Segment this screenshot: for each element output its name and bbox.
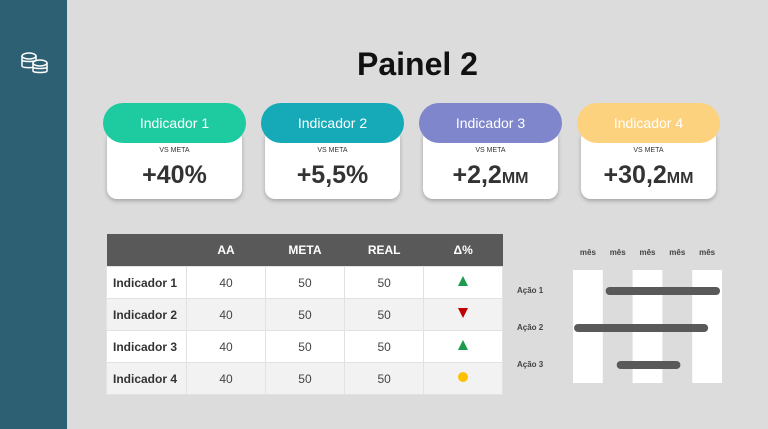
row-name: Indicador 2 [105, 298, 188, 331]
header-cell: Δ% [423, 234, 503, 267]
value: +2,2 [452, 161, 502, 189]
indicator-table: AA META REAL Δ% Indicador 1 40 50 50 Indicador 2… [105, 234, 503, 395]
status-icon [423, 298, 503, 331]
cell: 40 [186, 330, 266, 363]
status-icon [458, 276, 469, 286]
action-label: Ação 2 [517, 323, 544, 332]
card-value: +40% [103, 161, 246, 190]
kpi-card: Indicador 3 VS META +2,2MM [419, 103, 562, 199]
row-name: Indicador 1 [105, 266, 188, 299]
card-header: Indicador 2 [261, 103, 404, 143]
cell: 40 [186, 298, 266, 331]
row-name: Indicador 4 [105, 362, 188, 395]
row: Indicador 1 40 50 50 [105, 266, 503, 299]
kpi-card: Indicador 2 VS META +5,5% [261, 103, 404, 199]
unit: MM [666, 170, 694, 187]
title: Painel 2 [357, 46, 478, 82]
kpi-card: Indicador 4 VS META +30,2MM [577, 103, 720, 199]
cell: 40 [186, 266, 266, 299]
card-value: +2,2MM [419, 161, 562, 190]
status-icon [458, 372, 469, 382]
value: +30,2 [603, 161, 667, 189]
status-icon [423, 330, 503, 363]
card-header: Indicador 4 [577, 103, 720, 143]
header-row: AA META REAL Δ% [106, 234, 503, 267]
cell: 50 [344, 362, 425, 395]
action-label: Ação 1 [517, 286, 544, 295]
sidebar [0, 0, 67, 429]
card-value: +30,2MM [577, 161, 720, 190]
kpi-card: Indicador 1 VS META +40% [103, 103, 246, 199]
month-label: mês [699, 248, 716, 257]
cell: 50 [264, 266, 346, 299]
value: +40% [142, 161, 207, 189]
cell: 50 [344, 298, 425, 331]
status-icon [458, 340, 469, 350]
header-cell: META [265, 234, 345, 267]
cell: 50 [264, 362, 346, 395]
card-sublabel: VS META [159, 147, 190, 154]
card-header: Indicador 3 [419, 103, 562, 143]
status-icon [458, 340, 469, 350]
action-label: Ação 3 [517, 360, 544, 369]
status-icon [423, 362, 503, 395]
status-icon [458, 308, 469, 318]
month-label: mês [639, 248, 656, 257]
row: Indicador 3 40 50 50 [105, 330, 503, 363]
month-label: mês [580, 248, 597, 257]
card-header: Indicador 1 [103, 103, 246, 143]
status-icon [458, 276, 469, 286]
status-icon [423, 266, 503, 299]
card-value: +5,5% [261, 161, 404, 190]
cell: 50 [264, 298, 346, 331]
status-icon [458, 372, 469, 382]
unit: MM [501, 170, 529, 187]
month-label: mês [669, 248, 686, 257]
row: Indicador 2 40 50 50 [105, 298, 503, 331]
cell: 50 [264, 330, 346, 363]
cell: 50 [344, 330, 425, 363]
status-icon [458, 308, 469, 318]
header-cell: AA [186, 234, 266, 267]
card-sublabel: VS META [317, 147, 348, 154]
coins-icon [21, 52, 48, 74]
header-cell [106, 234, 187, 267]
card-sublabel: VS META [633, 147, 664, 154]
card-sublabel: VS META [475, 147, 506, 154]
value: +5,5% [296, 161, 369, 189]
month-label: mês [610, 248, 627, 257]
gantt: mês mês mês mês mês Ação 1 Ação 2 Ação 3 [517, 248, 722, 383]
header-cell: REAL [344, 234, 424, 267]
row-name: Indicador 3 [105, 330, 188, 363]
row: Indicador 4 40 50 50 [105, 362, 503, 395]
cell: 50 [344, 266, 425, 299]
cell: 40 [186, 362, 266, 395]
